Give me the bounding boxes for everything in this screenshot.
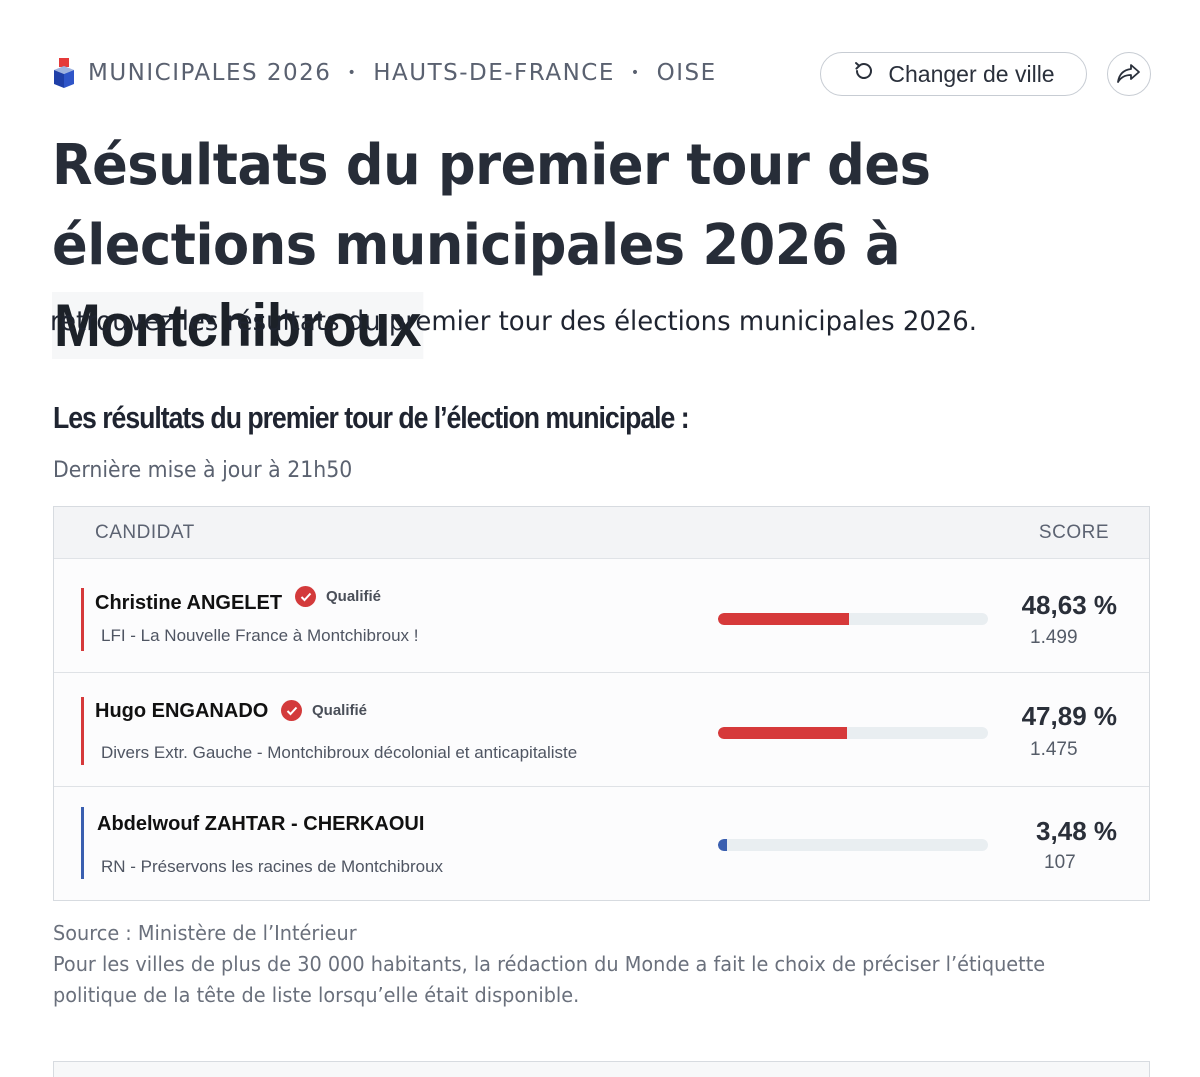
qualified-label: Qualifié: [312, 702, 368, 719]
candidate-color-marker: [81, 807, 84, 879]
candidate-votes: 107: [1044, 852, 1076, 873]
candidate-name: Abdelwouf ZAHTAR - CHERKAOUI: [97, 813, 425, 835]
candidate-score-percent: 3,48 %: [1036, 816, 1117, 846]
source-notes: Source : Ministère de l’Intérieur Pour l…: [53, 918, 1087, 1011]
breadcrumb-separator: •: [347, 65, 358, 81]
page-title-text: Résultats du premier tour des élections …: [52, 133, 931, 278]
breadcrumb-item-region[interactable]: HAUTS-DE-FRANCE: [373, 60, 615, 86]
score-bar-fill: [718, 613, 850, 625]
check-circle-icon: [281, 700, 302, 721]
candidate-row: Hugo ENGANADO Qualifié Divers Extr. Gauc…: [54, 673, 1149, 787]
change-city-label: Changer de ville: [888, 60, 1055, 87]
share-button[interactable]: [1107, 52, 1151, 96]
refresh-icon: [852, 59, 876, 89]
score-bar-fill: [718, 727, 848, 739]
candidate-color-marker: [81, 588, 84, 651]
change-city-button[interactable]: Changer de ville: [820, 52, 1087, 96]
score-bar-track: [718, 727, 988, 739]
candidate-votes: 1.499: [1030, 627, 1078, 648]
qualified-badge: Qualifié: [281, 700, 367, 721]
ballot-box-icon: [52, 58, 76, 88]
score-bar-fill: [718, 839, 728, 851]
candidate-party: RN - Préservons les racines de Montchibr…: [101, 857, 444, 876]
breadcrumb-separator: •: [630, 65, 641, 81]
candidate-score-percent: 47,89 %: [1021, 701, 1117, 731]
candidate-votes: 1.475: [1030, 739, 1078, 760]
candidate-row: Christine ANGELET Qualifié LFI - La Nouv…: [54, 559, 1149, 673]
page-subtitle: retrouvez les résultats du premier tour …: [50, 306, 978, 337]
editorial-note: Pour les villes de plus de 30 000 habita…: [53, 952, 1046, 1007]
city-name: Montchibroux: [52, 292, 423, 359]
candidate-score-percent: 48,63 %: [1021, 590, 1117, 620]
source-text: Source : Ministère de l’Intérieur: [53, 921, 357, 945]
score-bar-track: [718, 839, 988, 851]
breadcrumb-item-election[interactable]: MUNICIPALES 2026: [88, 60, 332, 86]
score-bar-track: [718, 613, 988, 625]
results-section-title: Les résultats du premier tour de l’élect…: [53, 400, 690, 435]
results-table-header: CANDIDAT SCORE: [54, 507, 1149, 559]
candidate-row: Abdelwouf ZAHTAR - CHERKAOUI RN - Préser…: [54, 787, 1149, 900]
share-icon: [1116, 62, 1142, 87]
results-table: CANDIDAT SCORE Christine ANGELET Qualifi…: [53, 506, 1150, 901]
candidate-party: LFI - La Nouvelle France à Montchibroux …: [101, 626, 419, 645]
last-update-text: Dernière mise à jour à 21h50: [53, 458, 353, 483]
candidate-color-marker: [81, 697, 84, 765]
next-section-box: [53, 1061, 1150, 1077]
check-circle-icon: [295, 586, 316, 607]
candidate-party: Divers Extr. Gauche - Montchibroux décol…: [101, 743, 578, 762]
candidate-name: Hugo ENGANADO: [95, 700, 269, 722]
page-title: Résultats du premier tour des élections …: [52, 126, 1086, 368]
breadcrumb-item-department[interactable]: OISE: [656, 60, 717, 86]
candidate-name: Christine ANGELET: [95, 592, 283, 614]
top-bar: MUNICIPALES 2026 • HAUTS-DE-FRANCE • OIS…: [52, 52, 1152, 98]
breadcrumb: MUNICIPALES 2026 • HAUTS-DE-FRANCE • OIS…: [52, 58, 717, 88]
qualified-badge: Qualifié: [295, 586, 381, 607]
column-header-candidate: CANDIDAT: [95, 522, 195, 543]
column-header-score: SCORE: [1038, 522, 1109, 543]
qualified-label: Qualifié: [326, 588, 382, 605]
